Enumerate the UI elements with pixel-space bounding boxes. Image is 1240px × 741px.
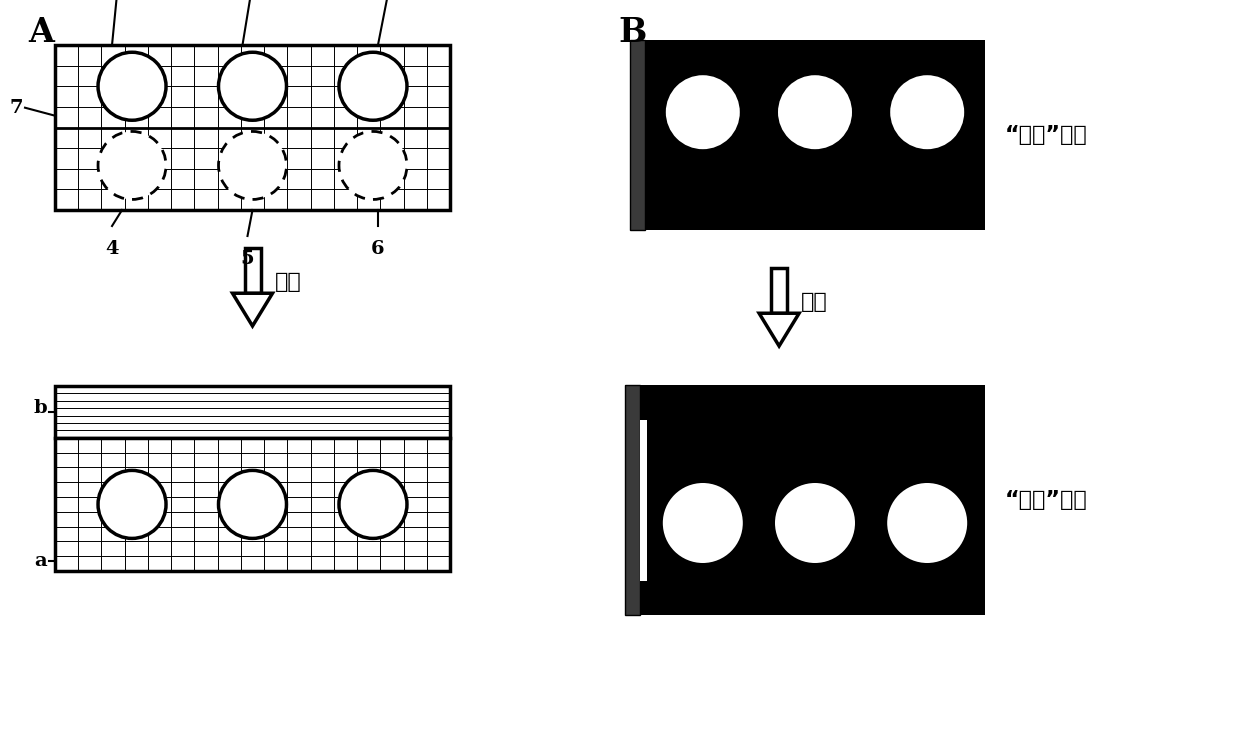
Circle shape [339, 131, 407, 199]
Polygon shape [625, 385, 640, 615]
Circle shape [218, 131, 286, 199]
Circle shape [666, 75, 740, 149]
Circle shape [775, 483, 856, 563]
Circle shape [777, 75, 852, 149]
Circle shape [663, 483, 743, 563]
Text: A: A [29, 16, 53, 49]
Text: 滑动: 滑动 [801, 292, 828, 312]
Text: “连通”状态: “连通”状态 [1004, 490, 1087, 510]
Text: a: a [35, 552, 47, 570]
Polygon shape [55, 438, 450, 571]
Polygon shape [233, 293, 273, 326]
Polygon shape [759, 313, 799, 346]
Circle shape [339, 471, 407, 539]
Circle shape [98, 471, 166, 539]
Polygon shape [771, 268, 787, 313]
Polygon shape [55, 45, 450, 210]
Text: b: b [33, 399, 47, 417]
Circle shape [887, 483, 967, 563]
Circle shape [339, 53, 407, 120]
Circle shape [218, 53, 286, 120]
Circle shape [890, 75, 965, 149]
Polygon shape [640, 419, 647, 580]
Text: 4: 4 [105, 240, 119, 258]
Polygon shape [244, 248, 260, 293]
Circle shape [218, 471, 286, 539]
Polygon shape [630, 40, 645, 230]
Text: 6: 6 [371, 240, 384, 258]
Text: 5: 5 [241, 250, 254, 268]
Circle shape [98, 53, 166, 120]
Text: 滑动: 滑动 [274, 272, 301, 292]
Polygon shape [625, 385, 985, 615]
Polygon shape [630, 40, 985, 230]
Text: “关闭”状态: “关闭”状态 [1004, 125, 1087, 145]
Polygon shape [55, 386, 450, 438]
Text: B: B [618, 16, 646, 49]
Text: 7: 7 [10, 99, 24, 116]
Circle shape [98, 131, 166, 199]
